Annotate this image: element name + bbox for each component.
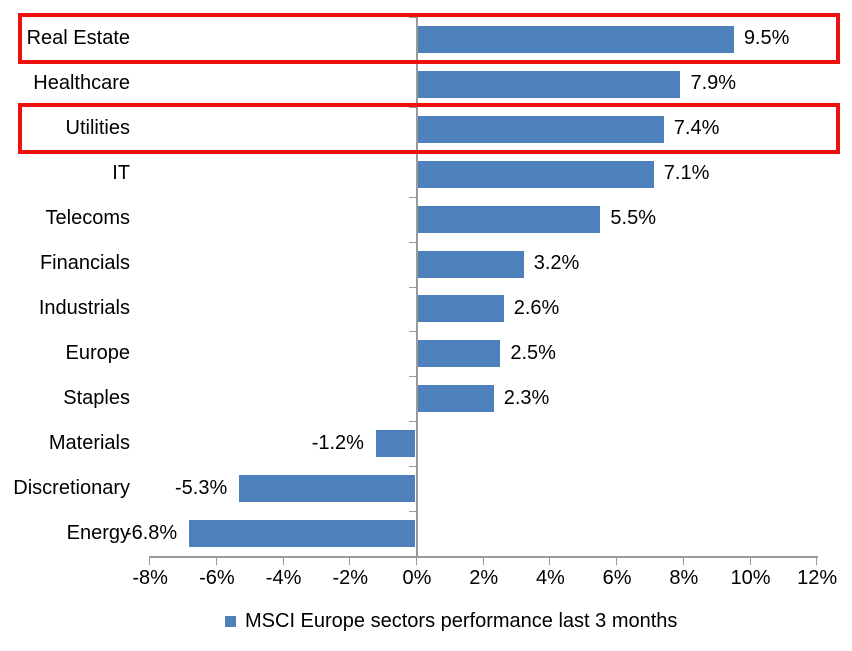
category-label-financials: Financials — [39, 252, 130, 275]
value-axis-tick-label: -6% — [199, 567, 235, 589]
value-label-telecoms: 5.5% — [610, 207, 657, 230]
value-axis-tick — [616, 556, 618, 565]
value-axis-tick — [349, 556, 351, 565]
category-label-discretionary: Discretionary — [13, 476, 130, 499]
value-axis-tick — [749, 556, 751, 565]
value-axis-tick-label: -8% — [132, 567, 168, 589]
value-axis-tick — [282, 556, 284, 565]
bar-financials — [418, 250, 524, 278]
category-label-europe: Europe — [65, 341, 131, 364]
category-axis-line — [416, 17, 418, 556]
value-label-materials: -1.2% — [311, 431, 364, 454]
legend-label: MSCI Europe sectors performance last 3 m… — [245, 610, 678, 632]
bar-telecoms — [418, 205, 601, 233]
category-label-it: IT — [112, 162, 130, 185]
category-label-staples: Staples — [63, 386, 130, 409]
value-label-real-estate: 9.5% — [743, 27, 790, 50]
legend: MSCI Europe sectors performance last 3 m… — [225, 610, 677, 633]
category-axis-tick — [409, 286, 416, 288]
category-axis-tick — [409, 421, 416, 423]
value-axis-tick-label: -2% — [332, 567, 369, 589]
category-label-industrials: Industrials — [38, 296, 130, 319]
category-axis-tick — [409, 511, 416, 513]
value-axis-tick-label: 4% — [535, 567, 565, 589]
value-label-discretionary: -5.3% — [174, 476, 228, 499]
value-label-it: 7.1% — [663, 162, 710, 185]
category-label-materials: Materials — [48, 431, 130, 454]
value-axis-tick-label: 2% — [469, 567, 499, 589]
value-axis-tick-label: -4% — [265, 567, 302, 589]
category-label-telecoms: Telecoms — [45, 207, 130, 230]
category-label-energy: Energy — [66, 521, 130, 544]
category-axis-tick — [409, 151, 416, 153]
value-label-europe: 2.5% — [510, 341, 556, 364]
value-axis-tick-label: 0% — [402, 567, 432, 589]
bar-utilities — [418, 115, 664, 143]
value-axis-tick — [549, 556, 551, 565]
category-axis-tick — [409, 331, 416, 333]
value-axis-tick-label: 12% — [797, 567, 838, 589]
bar-europe — [418, 340, 501, 368]
bar-materials — [375, 430, 415, 458]
category-axis-tick — [409, 466, 416, 468]
value-axis-tick — [682, 556, 684, 565]
category-axis-tick — [409, 196, 416, 198]
bar-discretionary — [239, 475, 415, 503]
value-axis-tick — [482, 556, 484, 565]
value-axis-tick-label: 10% — [730, 567, 771, 589]
bar-industrials — [418, 295, 504, 323]
value-label-energy: -6.8% — [124, 521, 178, 544]
value-axis-tick — [149, 556, 151, 565]
category-label-utilities: Utilities — [65, 117, 130, 140]
category-axis-tick — [409, 241, 416, 243]
value-axis-tick — [215, 556, 217, 565]
legend-swatch-icon — [225, 616, 236, 627]
bar-real-estate — [418, 25, 734, 53]
bar-energy — [189, 520, 415, 548]
value-label-utilities: 7.4% — [673, 117, 720, 140]
category-label-real-estate: Real Estate — [26, 27, 130, 50]
category-label-healthcare: Healthcare — [33, 72, 130, 95]
bar-staples — [418, 385, 494, 413]
value-label-healthcare: 7.9% — [690, 72, 737, 95]
bar-it — [418, 160, 654, 188]
bar-healthcare — [418, 70, 681, 98]
category-axis-tick — [409, 17, 416, 18]
category-axis-tick — [409, 376, 416, 378]
value-label-industrials: 2.6% — [513, 296, 560, 319]
value-axis-tick — [816, 556, 818, 565]
category-axis-tick — [409, 106, 416, 108]
value-axis-tick — [416, 556, 417, 565]
value-label-staples: 2.3% — [503, 386, 550, 409]
category-axis-tick — [409, 61, 416, 63]
value-axis-tick-label: 6% — [602, 567, 632, 589]
value-label-financials: 3.2% — [533, 252, 580, 275]
value-axis-tick-label: 8% — [669, 567, 699, 589]
